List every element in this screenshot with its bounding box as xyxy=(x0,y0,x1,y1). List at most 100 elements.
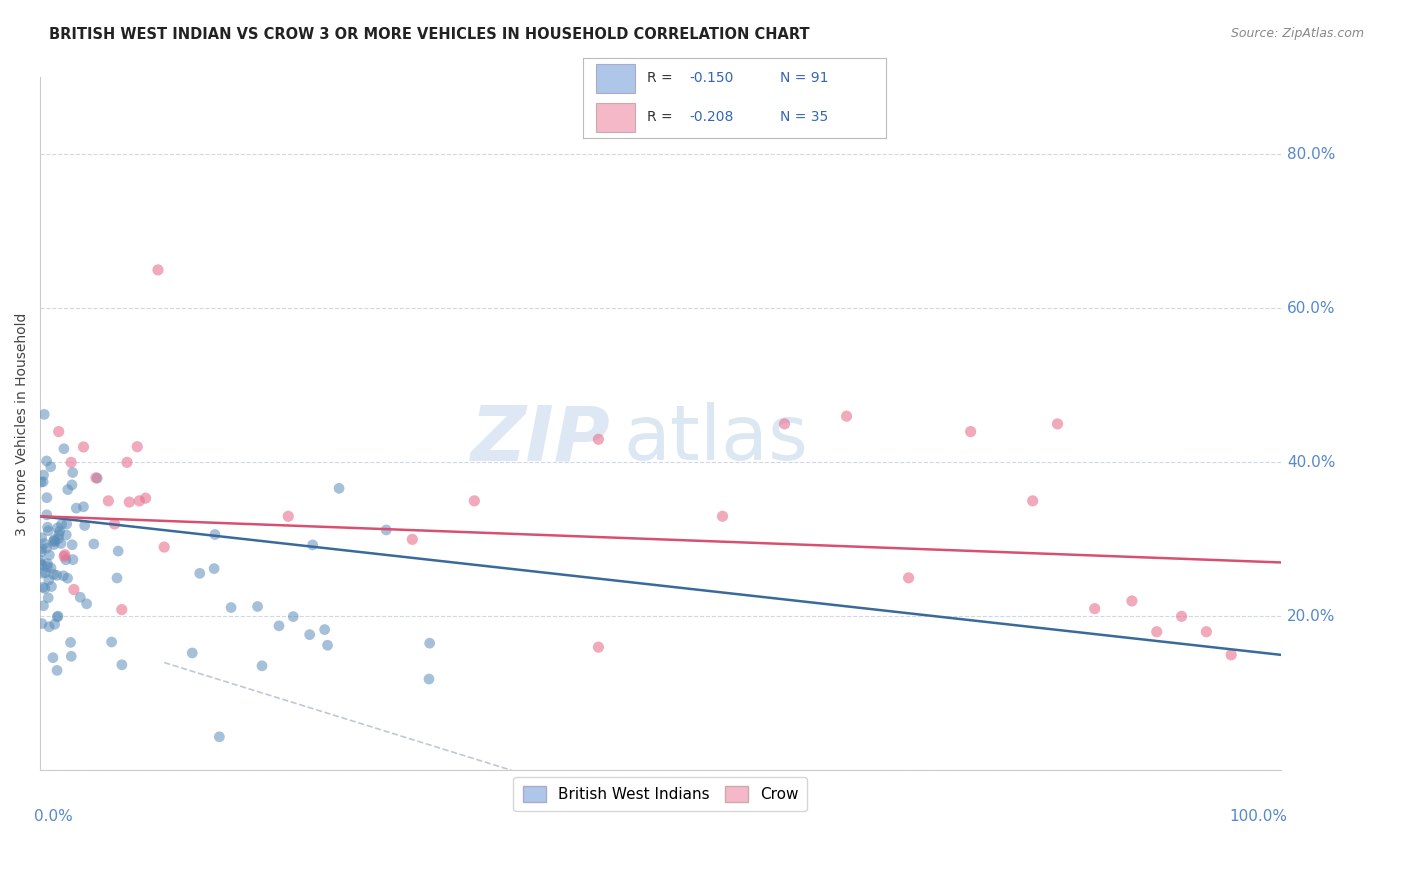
Point xyxy=(250,658,273,673)
Text: 0.0%: 0.0% xyxy=(34,809,73,824)
Text: R =: R = xyxy=(647,111,676,124)
Point xyxy=(38,620,60,634)
Point xyxy=(34,566,56,580)
Point xyxy=(45,568,67,582)
Text: 100.0%: 100.0% xyxy=(1229,809,1286,824)
Point xyxy=(111,657,134,672)
Text: atlas: atlas xyxy=(623,402,808,476)
Point xyxy=(246,599,269,614)
Point xyxy=(107,544,129,558)
Point xyxy=(111,602,134,616)
Point xyxy=(46,609,69,624)
Point xyxy=(55,528,77,542)
Point xyxy=(1046,417,1069,431)
Point xyxy=(62,466,84,480)
Point xyxy=(118,495,141,509)
Point xyxy=(42,567,65,582)
Point xyxy=(773,417,796,431)
Text: R =: R = xyxy=(647,71,676,85)
Point xyxy=(52,569,75,583)
Text: Source: ZipAtlas.com: Source: ZipAtlas.com xyxy=(1230,27,1364,40)
Point xyxy=(37,520,59,534)
Point xyxy=(44,534,66,549)
Point xyxy=(1146,624,1168,639)
Point xyxy=(76,597,98,611)
Point xyxy=(897,571,920,585)
Point xyxy=(38,573,60,587)
Text: -0.150: -0.150 xyxy=(689,71,734,85)
Point xyxy=(100,635,122,649)
Point xyxy=(35,541,58,555)
Point xyxy=(46,664,69,678)
Point xyxy=(37,591,59,605)
Point xyxy=(53,548,76,562)
Point xyxy=(32,536,55,550)
Point xyxy=(69,591,91,605)
Point xyxy=(31,541,53,556)
Point xyxy=(588,432,610,446)
Point xyxy=(52,442,75,456)
Point xyxy=(46,521,69,535)
Point xyxy=(42,650,65,665)
Point xyxy=(46,610,69,624)
Point xyxy=(97,494,120,508)
Text: N = 91: N = 91 xyxy=(780,71,828,85)
Point xyxy=(835,409,858,424)
Point xyxy=(31,531,53,545)
Point xyxy=(37,524,59,538)
Point xyxy=(959,425,981,439)
Point xyxy=(83,537,105,551)
Point xyxy=(135,491,157,505)
Point xyxy=(30,545,52,559)
Point xyxy=(48,528,70,542)
Text: 80.0%: 80.0% xyxy=(1286,147,1336,162)
Point xyxy=(41,580,63,594)
Point xyxy=(146,263,169,277)
Point xyxy=(153,540,176,554)
Point xyxy=(1121,594,1143,608)
Point xyxy=(60,478,83,492)
Point xyxy=(202,561,225,575)
Point xyxy=(328,481,350,495)
Point xyxy=(48,524,70,539)
Point xyxy=(48,532,70,546)
Text: -0.208: -0.208 xyxy=(689,111,734,124)
Point xyxy=(463,494,485,508)
Point xyxy=(1170,609,1192,624)
Point xyxy=(44,617,66,632)
Point xyxy=(35,454,58,468)
Text: 40.0%: 40.0% xyxy=(1286,455,1336,470)
Point xyxy=(128,494,150,508)
Point xyxy=(316,638,339,652)
Point xyxy=(73,518,96,533)
Text: 60.0%: 60.0% xyxy=(1286,301,1336,316)
Point xyxy=(188,566,211,581)
Point xyxy=(34,582,56,596)
Point xyxy=(56,571,79,585)
Point xyxy=(204,527,226,541)
Point xyxy=(51,517,73,532)
Point xyxy=(48,425,70,439)
Point xyxy=(59,635,82,649)
Point xyxy=(277,509,299,524)
Point xyxy=(65,501,87,516)
Point xyxy=(588,640,610,654)
Point xyxy=(208,730,231,744)
Point xyxy=(711,509,734,524)
Point xyxy=(103,516,125,531)
Text: N = 35: N = 35 xyxy=(780,111,828,124)
Text: 20.0%: 20.0% xyxy=(1286,609,1336,624)
Point xyxy=(31,616,53,631)
Point xyxy=(53,549,76,564)
Point xyxy=(1220,648,1243,662)
Text: ZIP: ZIP xyxy=(471,402,610,476)
Point xyxy=(283,609,305,624)
Point xyxy=(37,559,59,574)
Point xyxy=(38,548,60,562)
Point xyxy=(72,440,94,454)
Point xyxy=(314,623,336,637)
Point xyxy=(30,553,52,567)
Point xyxy=(39,561,62,575)
Point xyxy=(55,516,77,531)
Point xyxy=(37,557,59,571)
